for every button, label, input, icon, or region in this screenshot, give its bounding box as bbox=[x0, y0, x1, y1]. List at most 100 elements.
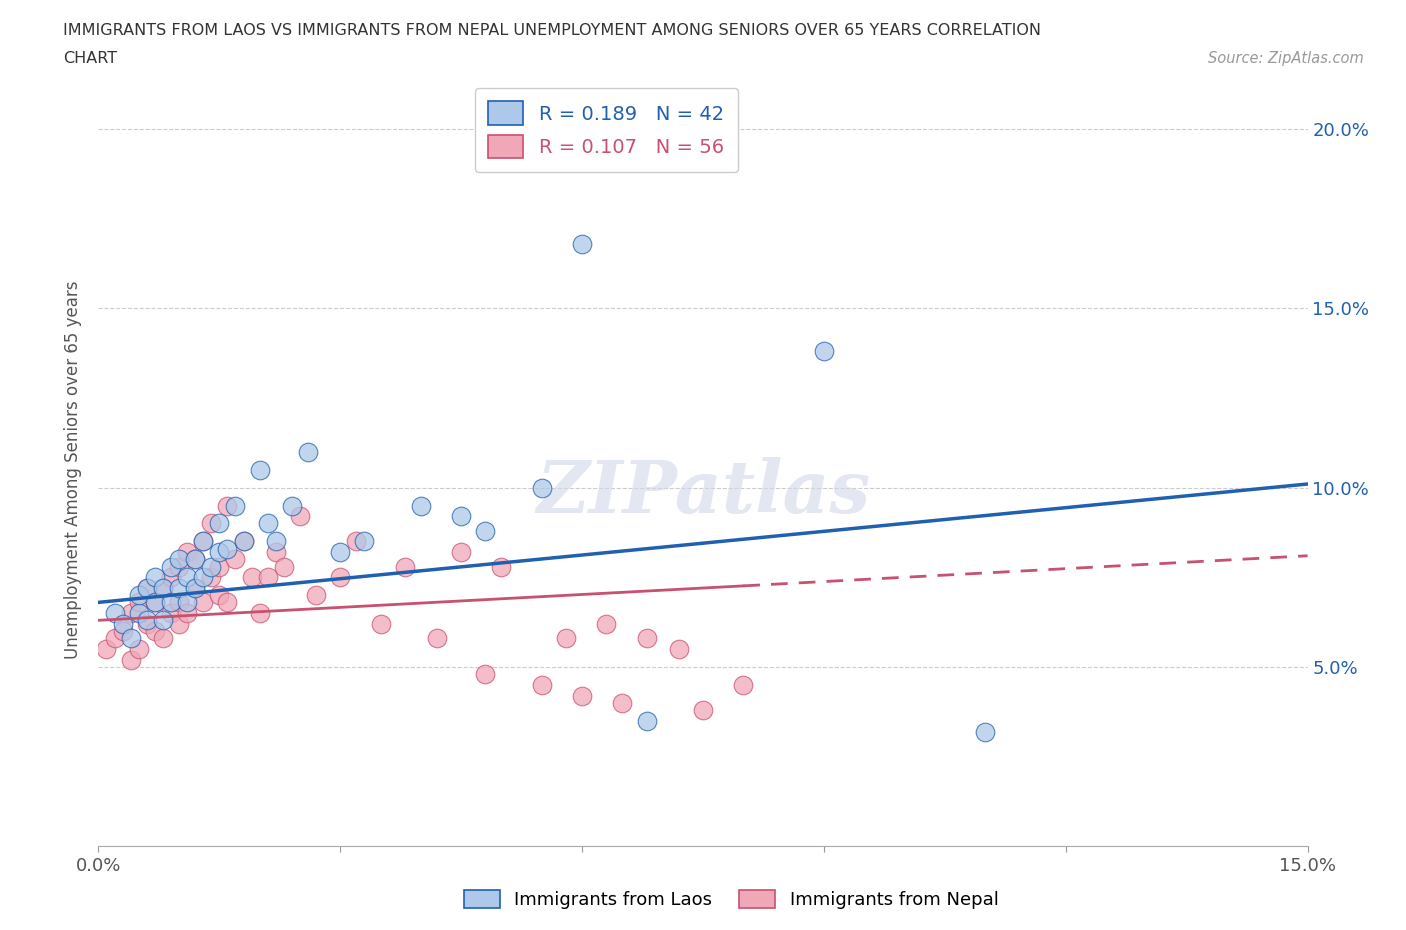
Point bbox=[200, 516, 222, 531]
Point bbox=[135, 580, 157, 595]
Point bbox=[668, 642, 690, 657]
Point bbox=[152, 631, 174, 645]
Point bbox=[555, 631, 578, 645]
Point bbox=[217, 498, 239, 513]
Point bbox=[264, 534, 287, 549]
Point bbox=[636, 713, 658, 728]
Point bbox=[394, 559, 416, 574]
Point bbox=[184, 551, 207, 566]
Point bbox=[200, 559, 222, 574]
Point bbox=[128, 605, 150, 620]
Point bbox=[344, 534, 367, 549]
Point bbox=[281, 498, 304, 513]
Point bbox=[128, 595, 150, 610]
Point bbox=[264, 545, 287, 560]
Point bbox=[353, 534, 375, 549]
Point bbox=[329, 570, 352, 585]
Point bbox=[426, 631, 449, 645]
Point bbox=[103, 631, 125, 645]
Point bbox=[160, 570, 183, 585]
Point bbox=[329, 545, 352, 560]
Point bbox=[152, 580, 174, 595]
Point bbox=[143, 570, 166, 585]
Point bbox=[152, 580, 174, 595]
Point bbox=[193, 595, 215, 610]
Point bbox=[217, 595, 239, 610]
Point bbox=[974, 724, 997, 739]
Point bbox=[530, 677, 553, 692]
Point bbox=[128, 642, 150, 657]
Point bbox=[232, 534, 254, 549]
Point bbox=[111, 624, 134, 639]
Point bbox=[249, 605, 271, 620]
Point bbox=[193, 534, 215, 549]
Point bbox=[370, 617, 392, 631]
Legend: Immigrants from Laos, Immigrants from Nepal: Immigrants from Laos, Immigrants from Ne… bbox=[457, 883, 1005, 916]
Point bbox=[184, 580, 207, 595]
Point bbox=[143, 624, 166, 639]
Point bbox=[160, 605, 183, 620]
Point bbox=[208, 545, 231, 560]
Point bbox=[152, 613, 174, 628]
Point bbox=[595, 617, 617, 631]
Point bbox=[217, 541, 239, 556]
Point bbox=[193, 534, 215, 549]
Point bbox=[184, 580, 207, 595]
Point bbox=[530, 480, 553, 495]
Point bbox=[224, 551, 246, 566]
Point bbox=[409, 498, 432, 513]
Point bbox=[256, 516, 278, 531]
Point bbox=[305, 588, 328, 603]
Point bbox=[240, 570, 263, 585]
Point bbox=[143, 595, 166, 610]
Legend: R = 0.189   N = 42, R = 0.107   N = 56: R = 0.189 N = 42, R = 0.107 N = 56 bbox=[475, 87, 738, 172]
Point bbox=[160, 559, 183, 574]
Point bbox=[208, 559, 231, 574]
Point bbox=[167, 559, 190, 574]
Text: Source: ZipAtlas.com: Source: ZipAtlas.com bbox=[1208, 51, 1364, 66]
Point bbox=[135, 613, 157, 628]
Point bbox=[176, 605, 198, 620]
Point bbox=[297, 445, 319, 459]
Point bbox=[167, 595, 190, 610]
Point bbox=[176, 595, 198, 610]
Point bbox=[96, 642, 118, 657]
Text: ZIPatlas: ZIPatlas bbox=[536, 457, 870, 527]
Point bbox=[103, 605, 125, 620]
Point bbox=[224, 498, 246, 513]
Point bbox=[176, 545, 198, 560]
Point bbox=[135, 580, 157, 595]
Point bbox=[120, 652, 142, 667]
Text: CHART: CHART bbox=[63, 51, 117, 66]
Point bbox=[273, 559, 295, 574]
Point bbox=[813, 344, 835, 359]
Point bbox=[571, 236, 593, 251]
Point bbox=[249, 462, 271, 477]
Point bbox=[160, 595, 183, 610]
Point bbox=[450, 545, 472, 560]
Point bbox=[474, 524, 496, 538]
Point bbox=[474, 667, 496, 682]
Point bbox=[167, 580, 190, 595]
Point bbox=[232, 534, 254, 549]
Point bbox=[167, 617, 190, 631]
Point bbox=[120, 605, 142, 620]
Point bbox=[571, 688, 593, 703]
Point bbox=[176, 570, 198, 585]
Y-axis label: Unemployment Among Seniors over 65 years: Unemployment Among Seniors over 65 years bbox=[65, 281, 83, 658]
Point bbox=[135, 617, 157, 631]
Point bbox=[128, 588, 150, 603]
Point bbox=[208, 588, 231, 603]
Point bbox=[733, 677, 755, 692]
Point bbox=[692, 702, 714, 717]
Point bbox=[200, 570, 222, 585]
Point bbox=[450, 509, 472, 524]
Point bbox=[636, 631, 658, 645]
Point bbox=[143, 595, 166, 610]
Point bbox=[491, 559, 513, 574]
Point bbox=[167, 551, 190, 566]
Point bbox=[256, 570, 278, 585]
Point bbox=[208, 516, 231, 531]
Point bbox=[612, 696, 634, 711]
Point bbox=[193, 570, 215, 585]
